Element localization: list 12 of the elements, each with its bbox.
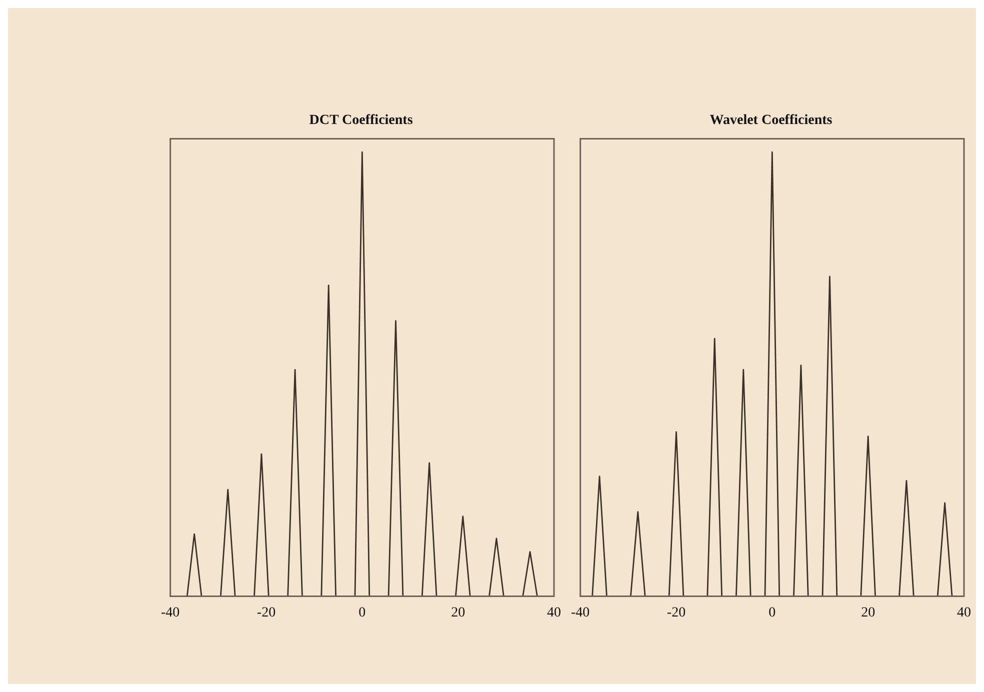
x-tick-label: 40 bbox=[547, 605, 561, 620]
x-tick-label: -20 bbox=[666, 605, 686, 620]
x-tick-label: 0 bbox=[768, 605, 776, 620]
x-tick-label: 0 bbox=[358, 605, 366, 620]
x-tick-label: -40 bbox=[570, 605, 590, 620]
chart-title: Wavelet Coefficients bbox=[710, 113, 833, 128]
chart-title: DCT Coefficients bbox=[309, 113, 414, 128]
x-tick-label: 40 bbox=[957, 605, 971, 620]
x-tick-label: -40 bbox=[160, 605, 180, 620]
x-tick-label: 20 bbox=[451, 605, 466, 620]
x-tick-label: 20 bbox=[861, 605, 876, 620]
x-tick-label: -20 bbox=[256, 605, 276, 620]
